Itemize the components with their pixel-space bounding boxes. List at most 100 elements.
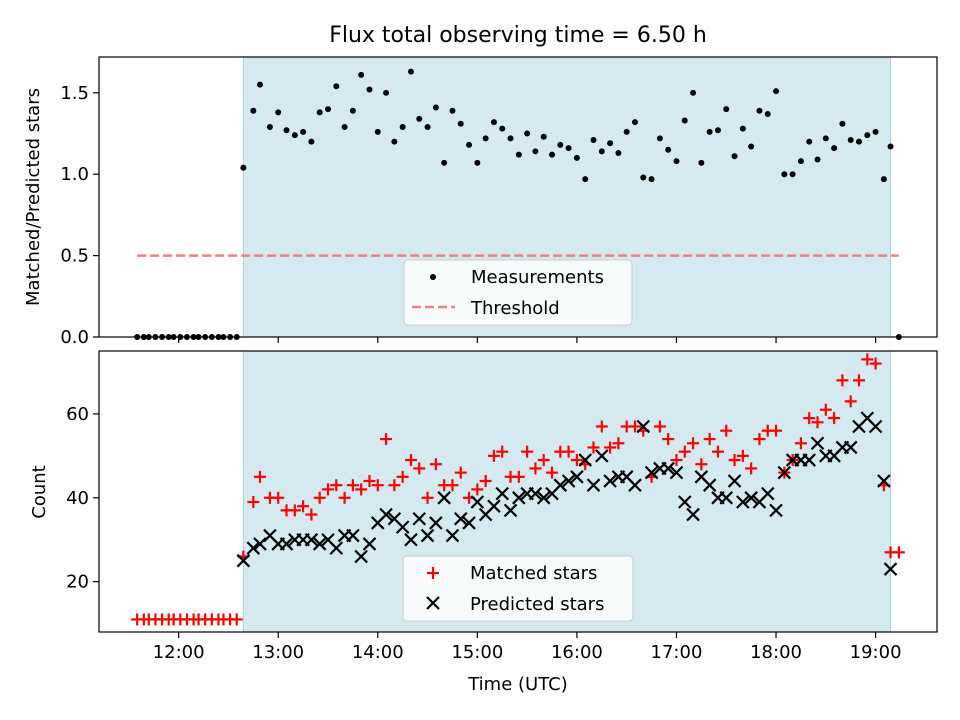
measurement-point: [781, 171, 788, 178]
matched-star-point: [529, 462, 542, 475]
matched-star-point: [770, 424, 783, 437]
legend-threshold-label: Threshold: [470, 298, 560, 319]
measurement-point: [640, 174, 647, 181]
predicted-star-point: [279, 537, 294, 551]
matched-star-point: [487, 449, 500, 462]
measurement-point: [474, 159, 481, 166]
measurement-point: [847, 137, 854, 144]
matched-star-point: [496, 445, 509, 458]
matched-star-point: [288, 504, 301, 517]
measurement-point: [814, 156, 821, 163]
top-y-axis-label: Matched/Predicted stars: [23, 88, 44, 306]
measurement-point: [324, 106, 331, 113]
measurement-point: [240, 164, 247, 171]
measurement-point: [872, 128, 879, 135]
matched-star-point: [537, 454, 550, 467]
predicted-star-point: [702, 478, 717, 492]
predicted-star-point: [628, 478, 642, 492]
predicted-star-point: [246, 541, 261, 555]
predicted-star-point: [877, 474, 891, 488]
predicted-star-point: [644, 465, 659, 480]
predicted-star-point: [395, 520, 410, 534]
predicted-star-point: [470, 495, 485, 509]
matched-star-point: [313, 491, 326, 504]
predicted-star-point: [329, 541, 344, 555]
matched-star-point: [570, 454, 583, 467]
matched-star-point: [612, 437, 625, 450]
measurement-point: [573, 154, 580, 161]
measurement-point: [789, 171, 796, 178]
matched-star-point: [703, 433, 716, 446]
matched-star-point: [595, 420, 608, 433]
measurement-point: [764, 110, 771, 117]
matched-star-point: [711, 445, 724, 458]
predicted-star-point: [412, 511, 427, 526]
measurement-point: [449, 107, 456, 114]
measurement-point: [549, 151, 556, 158]
predicted-star-point: [404, 532, 418, 547]
predicted-star-point: [354, 549, 368, 564]
bottom-legend: Matched stars Predicted stars: [402, 555, 634, 622]
matched-star-point: [587, 441, 600, 454]
matched-star-point: [247, 495, 260, 508]
predicted-star-point: [769, 503, 783, 518]
measurement-point: [341, 124, 348, 130]
measurement-point: [831, 145, 838, 152]
measurement-point: [391, 138, 398, 145]
measurement-point: [532, 148, 539, 155]
measurement-point: [333, 83, 340, 90]
measurement-point: [308, 138, 315, 145]
x-tick-label: 16:00: [551, 642, 603, 663]
predicted-star-point: [503, 503, 518, 518]
measurement-point: [773, 88, 780, 95]
predicted-star-point: [719, 491, 734, 505]
measurement-point: [656, 135, 663, 142]
measurement-point: [466, 141, 473, 148]
matched-star-point: [819, 403, 832, 416]
predicted-star-point: [253, 537, 267, 551]
predicted-star-point: [686, 507, 700, 522]
measurement-point: [665, 146, 672, 153]
measurement-point: [748, 143, 755, 150]
measurement-point: [424, 124, 431, 130]
x-tick-label: 12:00: [153, 642, 205, 663]
y-tick-label: 20: [66, 572, 89, 593]
predicted-star-point: [661, 461, 675, 476]
measurement-point: [822, 135, 829, 142]
measurement-point: [256, 81, 263, 88]
measurement-point: [457, 120, 464, 127]
measurement-point: [673, 158, 680, 165]
measurement-point: [880, 176, 887, 183]
measurement-point: [714, 127, 721, 134]
matched-star-point: [512, 470, 525, 483]
top-y-ticks: 0.0 0.5 1.0 1.5: [60, 83, 99, 348]
matched-star-point: [745, 462, 758, 475]
top-x-ticks: [178, 337, 877, 343]
predicted-star-point: [727, 474, 742, 488]
measurement-point: [723, 106, 730, 113]
measurement-point: [590, 137, 597, 144]
matched-star-point: [811, 416, 824, 429]
measurement-point: [482, 135, 489, 142]
top-legend: Measurements Threshold: [403, 259, 633, 326]
predicted-star-point: [760, 486, 775, 501]
matched-star-point: [413, 462, 426, 475]
x-tick-label: 19:00: [850, 642, 902, 663]
measurement-point: [615, 150, 622, 157]
predicted-star-point: [868, 419, 883, 434]
legend-predicted-label: Predicted stars: [470, 594, 604, 615]
matched-star-point: [396, 470, 409, 483]
measurement-point: [432, 104, 439, 111]
bottom-marks: [131, 353, 905, 626]
matched-star-point: [355, 483, 368, 496]
y-tick-label: 60: [66, 404, 89, 425]
measurement-point: [856, 138, 863, 145]
matched-star-point: [861, 353, 874, 366]
bottom-y-axis-label: Count: [29, 465, 50, 518]
bottom-x-ticks: 12:00 13:00 14:00 15:00 16:00 17:00 18:00 19:00: [153, 632, 902, 663]
measurement-point: [507, 135, 514, 142]
bottom-y-ticks: 20 40 60: [66, 404, 99, 593]
predicted-star-point: [669, 465, 684, 480]
